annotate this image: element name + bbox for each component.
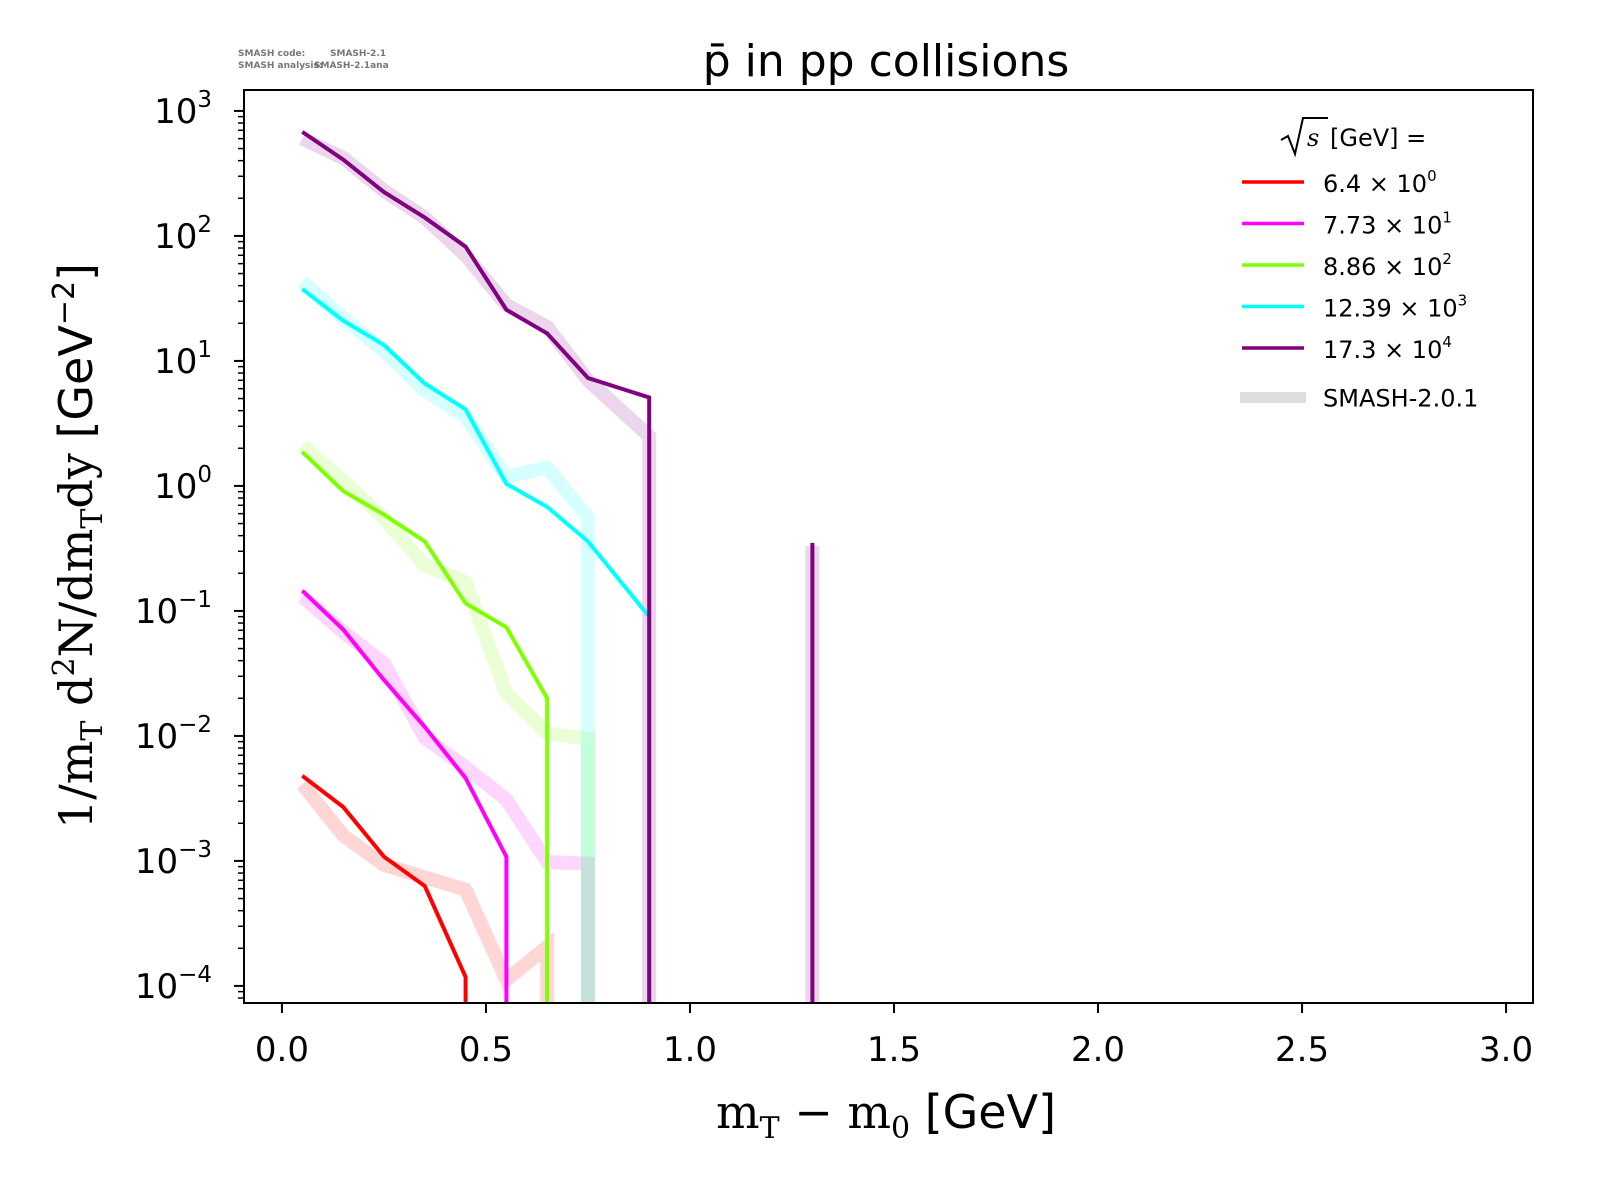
reference-line-series-3 [297,276,595,1003]
y-axis-label: 1/mT d2N/dmTdy [GeV−2] [47,263,110,829]
legend-entries: 6.4 × 100 7.73 × 101 8.86 × 102 12.39 × 103… [1240,167,1478,413]
y-tick-label: 100 [154,462,212,507]
y-tick-label: 102 [154,212,212,257]
line-series-2 [300,450,550,1003]
y-label-part1: 1/m [49,741,103,829]
y-tick-label: 10−4 [135,962,212,1007]
y-label-unit-end: ] [49,263,103,281]
y-label-part2: d [49,677,103,721]
meta-analysis-label: SMASH analysis: [238,61,322,71]
reference-line-series-4 [299,132,657,1003]
legend-label: SMASH-2.0.1 [1323,385,1478,413]
meta-info: SMASH code: SMASH-2.1 SMASH analysis: SM… [238,49,389,71]
legend: s [GeV] = 6.4 × 100 7.73 × 101 8.86 × 102 1… [1240,117,1478,413]
x-label-sub-0: 0 [891,1111,910,1146]
y-label-sup: 2 [47,657,82,676]
reference-line-series-0 [296,779,555,1003]
legend-label: 17.3 × 104 [1323,333,1452,364]
line-series-3 [301,287,652,1003]
y-label-unit: [GeV [49,325,103,454]
line-series-0 [301,774,468,1003]
y-axis-ticks: 103 102 101 100 10−1 10−2 10−3 10−4 [135,87,244,1007]
legend-label: 7.73 × 101 [1323,209,1452,240]
legend-title-text: [GeV] = [1330,124,1426,152]
legend-entry: 8.86 × 102 [1242,250,1452,281]
plot-frame [243,89,1534,1004]
meta-analysis-value: SMASH-2.1ana [314,61,389,71]
x-tick-label: 1.5 [867,1030,921,1070]
legend-entry: 7.73 × 101 [1242,209,1452,240]
legend-entry: 12.39 × 103 [1242,292,1467,323]
x-tick-label: 1.0 [663,1030,717,1070]
y-label-part4: dy [49,453,103,508]
y-label-unit-sup: −2 [47,281,82,325]
x-tick-label: 3.0 [1479,1030,1533,1070]
chart-title: p̄ in pp collisions [703,36,1070,87]
legend-title: s [GeV] = [1280,117,1426,158]
x-axis-label: mT − m0 [GeV] [716,1085,1056,1146]
x-label-unit: [GeV] [910,1085,1056,1139]
y-label-sub1: T [75,721,110,741]
reference-line-series-1 [297,591,595,1003]
legend-label: 12.39 × 103 [1323,292,1467,323]
line-series-4 [301,130,652,1003]
line-series-1 [300,589,509,1003]
y-label-sub2: T [75,509,110,529]
y-tick-label: 103 [154,87,212,132]
y-label-part3: N/dm [49,529,103,658]
y-tick-label: 10−2 [135,712,212,757]
sqrt-icon [1280,117,1328,158]
x-tick-label: 0.5 [459,1030,513,1070]
x-label-minus-m: − m [780,1085,891,1139]
legend-label: 8.86 × 102 [1323,250,1452,281]
main-series-layer [300,130,815,1003]
legend-entry: 17.3 × 104 [1242,333,1452,364]
y-tick-label: 10−3 [135,837,212,882]
legend-label: 6.4 × 100 [1323,167,1437,198]
x-label-sub-t: T [760,1111,780,1146]
reference-line-series-2 [297,440,595,1003]
meta-code-value: SMASH-2.1 [330,49,386,59]
meta-code-label: SMASH code: [238,49,305,59]
x-label-m: m [716,1085,760,1139]
x-tick-label: 0.0 [255,1030,309,1070]
legend-title-s: s [1307,124,1319,152]
y-tick-label: 10−1 [135,587,212,632]
x-tick-label: 2.5 [1275,1030,1329,1070]
legend-entry: 6.4 × 100 [1242,167,1437,198]
y-tick-label: 101 [154,337,212,382]
x-axis-ticks: 0.0 0.5 1.0 1.5 2.0 2.5 3.0 [255,1003,1533,1070]
legend-entry: SMASH-2.0.1 [1240,385,1478,413]
reference-series-layer [296,132,820,1003]
x-tick-label: 2.0 [1071,1030,1125,1070]
